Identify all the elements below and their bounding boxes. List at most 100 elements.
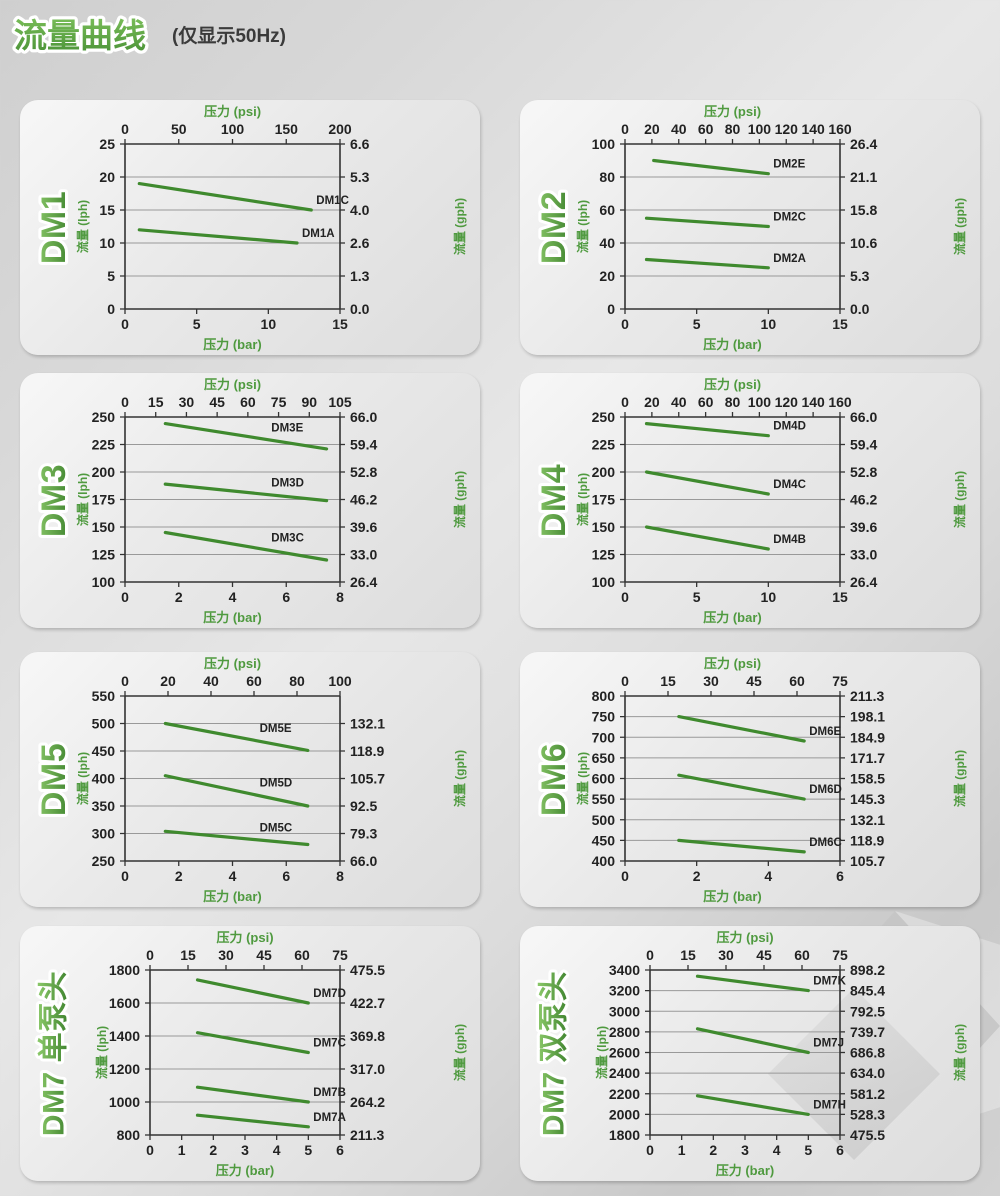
svg-text:DM6D: DM6D xyxy=(809,784,842,796)
svg-text:60: 60 xyxy=(294,947,310,963)
svg-text:150: 150 xyxy=(275,121,299,137)
svg-text:171.7: 171.7 xyxy=(850,750,885,766)
svg-text:15: 15 xyxy=(832,589,848,605)
svg-text:DM1C: DM1C xyxy=(316,195,349,207)
svg-text:264.2: 264.2 xyxy=(350,1094,385,1110)
svg-text:634.0: 634.0 xyxy=(850,1065,885,1081)
svg-text:压力 (psi): 压力 (psi) xyxy=(704,656,761,671)
svg-text:100: 100 xyxy=(592,136,616,152)
svg-text:2800: 2800 xyxy=(609,1024,640,1040)
svg-text:2: 2 xyxy=(693,868,701,884)
svg-text:3000: 3000 xyxy=(609,1003,640,1019)
svg-text:3400: 3400 xyxy=(609,962,640,978)
svg-text:DM7D: DM7D xyxy=(313,988,346,1000)
svg-text:60: 60 xyxy=(599,202,615,218)
svg-text:450: 450 xyxy=(92,743,116,759)
svg-text:52.8: 52.8 xyxy=(350,464,377,480)
svg-text:5.3: 5.3 xyxy=(850,268,870,284)
svg-text:流量 (lph): 流量 (lph) xyxy=(75,200,90,253)
svg-text:压力 (bar): 压力 (bar) xyxy=(203,610,262,625)
svg-text:125: 125 xyxy=(92,547,116,563)
svg-text:0: 0 xyxy=(121,394,129,410)
svg-text:15: 15 xyxy=(180,947,196,963)
svg-text:20: 20 xyxy=(599,268,615,284)
svg-text:15: 15 xyxy=(332,316,348,332)
svg-text:528.3: 528.3 xyxy=(850,1106,885,1122)
svg-text:158.5: 158.5 xyxy=(850,771,885,787)
svg-text:DM7A: DM7A xyxy=(313,1112,346,1124)
svg-text:60: 60 xyxy=(794,947,810,963)
svg-text:10: 10 xyxy=(761,589,777,605)
svg-text:流量 (gph): 流量 (gph) xyxy=(452,471,467,528)
svg-text:DM2C: DM2C xyxy=(773,212,806,224)
svg-text:30: 30 xyxy=(218,947,234,963)
svg-text:40: 40 xyxy=(671,394,687,410)
svg-text:5: 5 xyxy=(107,268,115,284)
svg-text:118.9: 118.9 xyxy=(350,743,384,759)
svg-text:DM7C: DM7C xyxy=(313,1038,346,1050)
svg-text:33.0: 33.0 xyxy=(350,547,377,563)
svg-text:45: 45 xyxy=(756,947,772,963)
svg-text:DM3E: DM3E xyxy=(271,422,303,434)
svg-text:5: 5 xyxy=(693,589,701,605)
svg-text:压力 (bar): 压力 (bar) xyxy=(216,1163,275,1178)
svg-text:150: 150 xyxy=(92,519,116,535)
svg-text:2: 2 xyxy=(175,589,183,605)
svg-text:1: 1 xyxy=(178,1142,186,1158)
svg-text:0: 0 xyxy=(121,316,129,332)
svg-text:6.6: 6.6 xyxy=(350,136,370,152)
svg-text:140: 140 xyxy=(801,121,825,137)
svg-text:压力 (psi): 压力 (psi) xyxy=(716,930,773,945)
svg-text:流量 (lph): 流量 (lph) xyxy=(575,752,590,805)
svg-text:10.6: 10.6 xyxy=(850,235,877,251)
svg-text:压力 (psi): 压力 (psi) xyxy=(704,104,761,119)
svg-text:198.1: 198.1 xyxy=(850,709,885,725)
svg-text:75: 75 xyxy=(271,394,287,410)
svg-text:200: 200 xyxy=(92,464,116,480)
svg-text:DM4B: DM4B xyxy=(773,534,806,546)
svg-text:4: 4 xyxy=(764,868,772,884)
svg-text:100: 100 xyxy=(748,121,772,137)
svg-text:46.2: 46.2 xyxy=(350,492,377,508)
svg-text:压力 (psi): 压力 (psi) xyxy=(204,377,261,392)
svg-text:0: 0 xyxy=(621,673,629,689)
svg-text:250: 250 xyxy=(92,853,116,869)
svg-text:10: 10 xyxy=(261,316,277,332)
svg-text:40: 40 xyxy=(671,121,687,137)
svg-text:80: 80 xyxy=(599,169,615,185)
svg-text:压力 (bar): 压力 (bar) xyxy=(716,1163,775,1178)
svg-text:60: 60 xyxy=(698,394,714,410)
svg-text:250: 250 xyxy=(92,409,116,425)
svg-text:30: 30 xyxy=(718,947,734,963)
svg-text:550: 550 xyxy=(592,791,616,807)
svg-text:118.9: 118.9 xyxy=(850,832,884,848)
svg-text:125: 125 xyxy=(592,547,616,563)
svg-text:4: 4 xyxy=(773,1142,781,1158)
svg-text:1600: 1600 xyxy=(109,995,140,1011)
svg-text:45: 45 xyxy=(746,673,762,689)
svg-text:2000: 2000 xyxy=(609,1106,640,1122)
svg-text:流量曲线: 流量曲线 xyxy=(14,17,146,54)
svg-text:25: 25 xyxy=(99,136,115,152)
svg-text:0: 0 xyxy=(607,301,615,317)
svg-text:DM2A: DM2A xyxy=(773,253,806,265)
svg-text:2400: 2400 xyxy=(609,1065,640,1081)
svg-text:0: 0 xyxy=(646,947,654,963)
svg-text:DM3D: DM3D xyxy=(271,477,304,489)
svg-text:DM5D: DM5D xyxy=(260,778,293,790)
svg-text:792.5: 792.5 xyxy=(850,1003,885,1019)
svg-text:流量 (gph): 流量 (gph) xyxy=(452,1024,467,1081)
svg-text:100: 100 xyxy=(221,121,245,137)
svg-text:26.4: 26.4 xyxy=(850,136,877,152)
svg-text:流量 (gph): 流量 (gph) xyxy=(952,198,967,255)
svg-text:4: 4 xyxy=(229,868,237,884)
svg-text:750: 750 xyxy=(592,709,616,725)
svg-text:60: 60 xyxy=(789,673,805,689)
svg-text:800: 800 xyxy=(117,1127,141,1143)
svg-text:46.2: 46.2 xyxy=(850,492,877,508)
svg-text:DM6E: DM6E xyxy=(809,726,841,738)
svg-text:2: 2 xyxy=(709,1142,717,1158)
svg-text:0: 0 xyxy=(621,394,629,410)
svg-text:DM4D: DM4D xyxy=(773,421,806,433)
svg-text:350: 350 xyxy=(92,798,116,814)
